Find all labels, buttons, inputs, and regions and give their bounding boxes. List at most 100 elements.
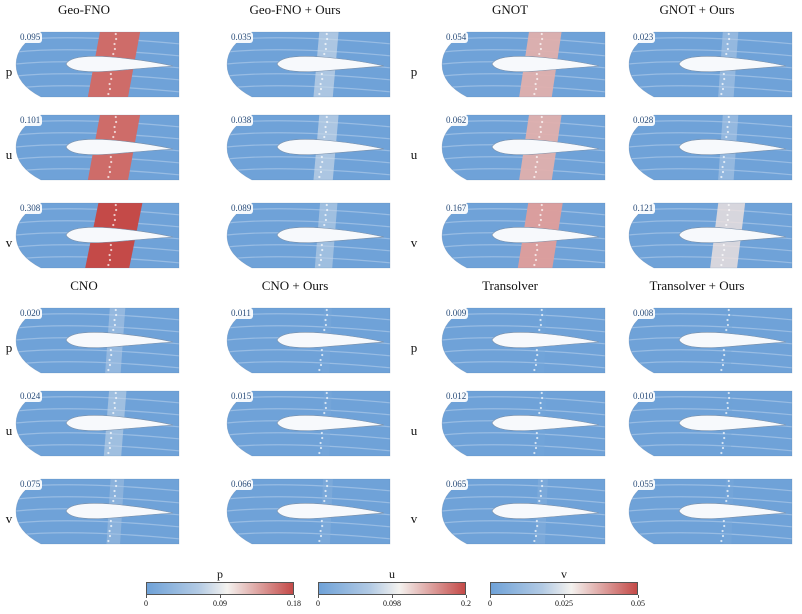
colorbar-1 <box>318 582 466 595</box>
relative-error-label: 0.101 <box>18 115 43 126</box>
colorbar-tick-label: 0.09 <box>213 599 227 608</box>
relative-error-label: 0.015 <box>229 391 254 402</box>
error-map-panel: 0.066 <box>226 478 392 545</box>
airfoil <box>65 415 174 431</box>
airfoil <box>678 227 787 243</box>
row-label: u <box>5 423 13 438</box>
column-title: GNOT <box>491 2 529 17</box>
airfoil <box>276 227 385 243</box>
error-map-panel: 0.101 <box>15 114 181 181</box>
relative-error-label: 0.010 <box>631 391 656 402</box>
colorbar-tick-label: 0.18 <box>287 599 301 608</box>
row-label: p <box>5 340 13 355</box>
relative-error-label: 0.167 <box>444 203 469 214</box>
error-map-panel: 0.095 <box>15 31 181 98</box>
colorbar-title: v <box>561 567 567 581</box>
colorbar-title: u <box>389 567 395 581</box>
relative-error-label: 0.308 <box>18 203 43 214</box>
airfoil <box>491 503 600 519</box>
row-label: u <box>410 147 418 162</box>
airfoil <box>491 139 600 155</box>
colorbar-0 <box>146 582 294 595</box>
column-title: Transolver <box>482 278 538 293</box>
airfoil <box>276 56 385 72</box>
relative-error-label: 0.028 <box>631 115 656 126</box>
error-map-panel: 0.010 <box>628 390 794 457</box>
row-label: p <box>5 64 13 79</box>
relative-error-label: 0.055 <box>631 479 656 490</box>
error-map-panel: 0.055 <box>628 478 794 545</box>
column-title: Geo-FNO <box>58 2 110 17</box>
row-label: u <box>410 423 418 438</box>
column-title: CNO <box>70 278 98 293</box>
error-map-panel: 0.023 <box>628 31 794 98</box>
error-map-panel: 0.167 <box>441 202 607 269</box>
colorbar-title: p <box>217 567 223 581</box>
airfoil <box>276 332 385 348</box>
error-map-panel: 0.065 <box>441 478 607 545</box>
airfoil <box>678 332 787 348</box>
error-map-panel: 0.308 <box>15 202 181 269</box>
relative-error-label: 0.020 <box>18 308 43 319</box>
relative-error-label: 0.023 <box>631 32 656 43</box>
row-label: v <box>5 235 13 250</box>
relative-error-label: 0.024 <box>18 391 43 402</box>
relative-error-label: 0.012 <box>444 391 469 402</box>
relative-error-label: 0.095 <box>18 32 43 43</box>
relative-error-label: 0.062 <box>444 115 469 126</box>
airfoil <box>678 139 787 155</box>
row-label: v <box>410 511 418 526</box>
error-map-panel: 0.054 <box>441 31 607 98</box>
colorbar-tick-label: 0.05 <box>631 599 645 608</box>
airfoil <box>65 139 174 155</box>
column-title: Geo-FNO + Ours <box>249 2 341 17</box>
relative-error-label: 0.035 <box>229 32 254 43</box>
airfoil <box>491 227 600 243</box>
error-map-panel: 0.011 <box>226 307 392 374</box>
airfoil <box>65 332 174 348</box>
error-map-panel: 0.008 <box>628 307 794 374</box>
error-map-panel: 0.075 <box>15 478 181 545</box>
error-map-panel: 0.089 <box>226 202 392 269</box>
relative-error-label: 0.038 <box>229 115 254 126</box>
column-title: CNO + Ours <box>261 278 329 293</box>
relative-error-label: 0.066 <box>229 479 254 490</box>
relative-error-label: 0.008 <box>631 308 656 319</box>
column-title: GNOT + Ours <box>659 2 735 17</box>
colorbar-tick-label: 0.2 <box>461 599 471 608</box>
relative-error-label: 0.075 <box>18 479 43 490</box>
error-map-panel: 0.121 <box>628 202 794 269</box>
relative-error-label: 0.009 <box>444 308 469 319</box>
airfoil <box>276 503 385 519</box>
airfoil <box>678 503 787 519</box>
airfoil <box>65 227 174 243</box>
row-label: v <box>5 511 13 526</box>
error-map-panel: 0.012 <box>441 390 607 457</box>
error-map-panel: 0.062 <box>441 114 607 181</box>
colorbar-tick-label: 0 <box>144 599 148 608</box>
row-label: v <box>410 235 418 250</box>
airfoil <box>276 415 385 431</box>
colorbar-2 <box>490 582 638 595</box>
airfoil <box>678 415 787 431</box>
row-label: u <box>5 147 13 162</box>
colorbar-tick-label: 0 <box>488 599 492 608</box>
error-map-panel: 0.020 <box>15 307 181 374</box>
airfoil <box>65 503 174 519</box>
error-map-panel: 0.024 <box>15 390 181 457</box>
colorbar-tick-label: 0.025 <box>555 599 573 608</box>
relative-error-label: 0.054 <box>444 32 469 43</box>
relative-error-label: 0.065 <box>444 479 469 490</box>
relative-error-label: 0.089 <box>229 203 254 214</box>
error-map-panel: 0.009 <box>441 307 607 374</box>
colorbar-tick-label: 0.098 <box>383 599 401 608</box>
airfoil <box>491 415 600 431</box>
column-title: Transolver + Ours <box>649 278 745 293</box>
error-map-panel: 0.035 <box>226 31 392 98</box>
colorbar-tick-label: 0 <box>316 599 320 608</box>
airfoil <box>491 56 600 72</box>
row-label: p <box>410 64 418 79</box>
relative-error-label: 0.011 <box>229 308 253 319</box>
relative-error-label: 0.121 <box>631 203 656 214</box>
row-label: p <box>410 340 418 355</box>
